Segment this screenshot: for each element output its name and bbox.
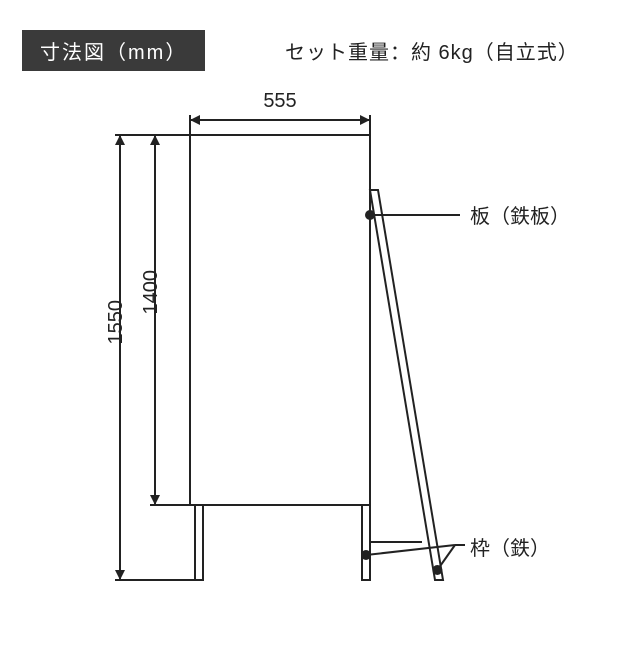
dim-total-height-label: 1550 bbox=[105, 300, 128, 345]
dimension-diagram: 555 1400 1550 板（鉄板） 枠（鉄） bbox=[0, 100, 640, 640]
dim-width-label: 555 bbox=[190, 90, 370, 113]
callout-frame: 枠（鉄） bbox=[470, 532, 550, 561]
dim-panel-height-label: 1400 bbox=[140, 270, 163, 315]
weight-label: セット重量：約 6kg（自立式） bbox=[285, 36, 579, 65]
title-badge: 寸法図（mm） bbox=[22, 30, 205, 71]
callout-panel: 板（鉄板） bbox=[470, 200, 570, 229]
